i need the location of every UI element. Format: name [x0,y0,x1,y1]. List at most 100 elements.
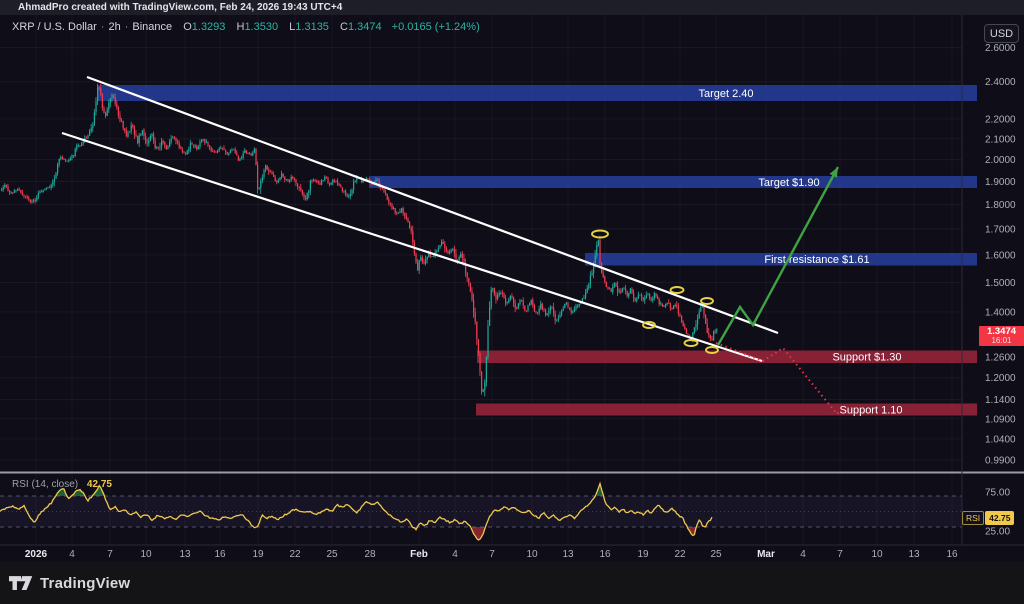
candle-body [90,128,92,132]
candle-body [521,300,523,302]
candle-body [546,313,548,315]
candle-body [634,298,636,301]
candle-body [410,227,412,232]
candle-body [538,308,540,313]
candle-body [223,148,225,150]
candle-body [279,177,281,181]
rsi-legend: RSI (14, close) 42.75 [12,479,112,490]
candle-body [106,109,108,116]
candle-body [23,195,25,197]
candle-body [653,293,656,299]
candle-body [519,300,521,304]
candle-body [170,138,172,143]
candle-body [205,142,208,143]
rsi-axis-badge: RSI 42.75 [962,511,1015,525]
candle-body [562,308,564,311]
currency-usd-button[interactable]: USD [984,24,1019,43]
candle-body [138,135,140,144]
candle-body [186,150,188,154]
candle-body [537,312,539,314]
candle-body [677,305,680,314]
candle-body [645,295,648,299]
candle-body [716,329,718,332]
time-tick-label: 16 [214,549,226,560]
price-tick-label: 1.1400 [985,395,1016,406]
candle-body [391,203,393,209]
candle-body [647,294,649,296]
candle-body [5,184,8,187]
candle-body [673,305,675,309]
candle-body [497,295,499,300]
candle-body [244,150,246,153]
candle-body [493,288,496,295]
candle-body [172,137,174,139]
candle-body [290,176,292,181]
bar-countdown: 16:01 [991,336,1012,345]
candle-body [613,282,616,287]
candle-body [597,240,600,245]
candle-body [361,178,363,183]
candle-body [293,178,296,180]
time-tick-label: 13 [908,549,920,560]
candle-body [204,139,206,143]
price-tick-label: 1.8000 [985,200,1016,211]
candle-body [311,180,313,182]
candle-body [130,125,132,132]
candle-body [258,187,260,189]
candle-body [540,303,542,309]
price-tick-label: 1.2600 [985,352,1016,363]
attribution-text: AhmadPro created with TradingView.com, F… [18,2,343,13]
candle-body [236,152,238,156]
tradingview-logo-text: TradingView [40,574,131,592]
candle-body [442,241,444,245]
candle-body [423,261,425,264]
candle-body [705,314,707,324]
candle-body [271,171,273,175]
candle-body [191,143,193,145]
time-tick-label: 4 [69,549,75,560]
candle-body [228,153,230,155]
tradingview-logo[interactable]: TradingView [9,575,130,592]
candle-body [316,180,318,182]
candle-body [221,147,224,149]
candle-body [255,148,257,166]
candle-body [47,187,49,189]
candle-body [9,190,11,193]
time-tick-label: 7 [489,549,495,560]
candle-body [276,181,278,183]
candle-body [564,303,566,309]
candle-body [284,176,286,180]
candle-body [41,191,43,193]
candle-body [7,186,9,191]
candle-body [10,192,12,194]
candle-body [169,142,171,147]
time-axis[interactable] [0,545,962,562]
candle-body [87,135,89,139]
candle-body [407,218,409,223]
candle-body [66,160,68,162]
candle-body [213,151,216,153]
candle-body [463,258,465,264]
candle-body [151,134,153,137]
candle-body [589,275,592,285]
candle-body [625,288,627,291]
price-axis[interactable] [962,15,1024,545]
candle-body [402,208,404,214]
candle-body [69,158,72,161]
candle-body [629,288,632,294]
candle-body [306,192,308,200]
candle-body [55,172,57,179]
candle-body [103,107,105,113]
candle-body [514,302,516,309]
candle-body [167,146,169,150]
time-tick-label: 19 [637,549,649,560]
candle-body [61,157,64,160]
candle-body [351,189,353,194]
candle-body [703,306,705,315]
candle-body [346,194,348,197]
candle-body [665,303,667,307]
candle-body [159,146,161,148]
candle-body [610,288,612,292]
